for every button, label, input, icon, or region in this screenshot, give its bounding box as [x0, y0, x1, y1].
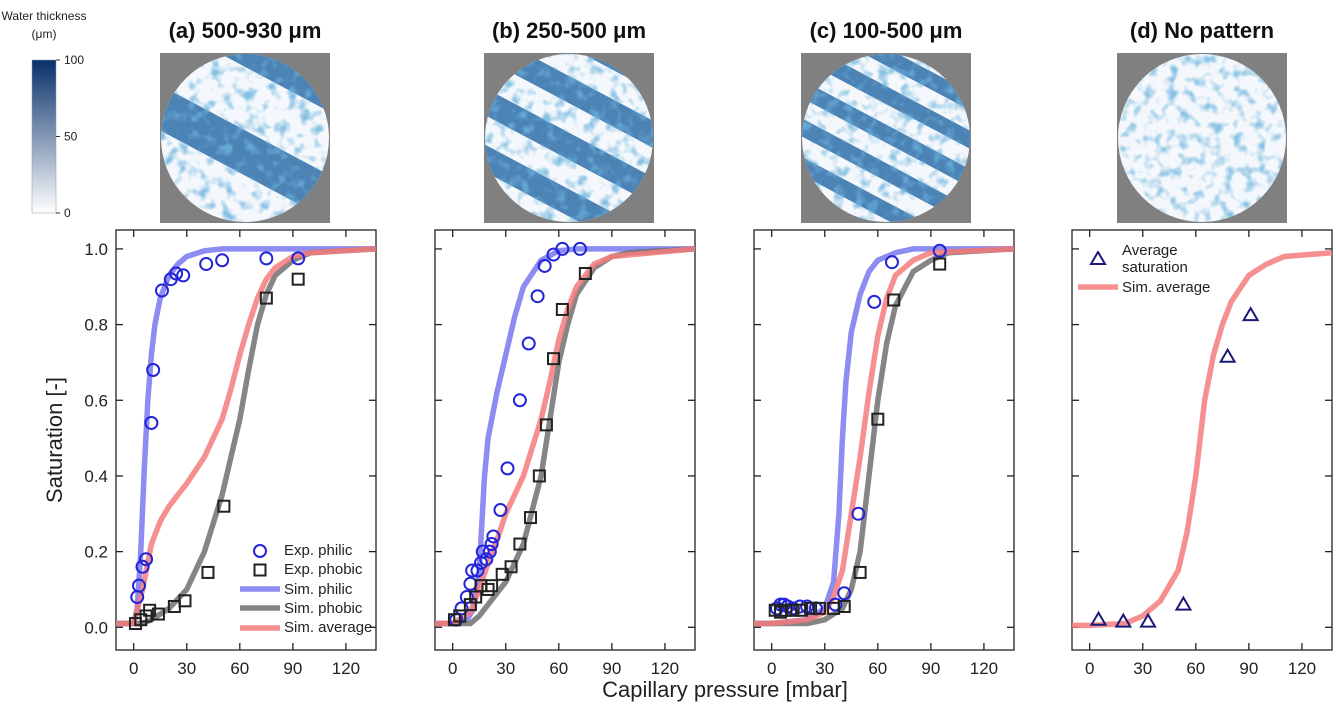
y-tick-label: 1.0: [84, 240, 108, 259]
marker: [216, 254, 228, 266]
sim-line: [435, 249, 695, 624]
marker: [523, 338, 535, 350]
y-tick-label: 0.0: [84, 618, 108, 637]
legend-label: Sim. average: [284, 619, 372, 636]
x-tick-label: 90: [602, 659, 621, 678]
colorbar-tick-label: 50: [64, 130, 78, 144]
marker: [483, 584, 494, 595]
legend: Exp. philic Exp. phobic Sim. philic Sim. ph…: [240, 540, 372, 638]
colorbar-unit: (μm): [32, 27, 57, 41]
legend-swatch: [1078, 251, 1118, 267]
legend-label: Sim. average: [1122, 279, 1210, 296]
marker: [486, 580, 497, 591]
legend-swatch: [240, 562, 280, 578]
marker: [532, 290, 544, 302]
legend-item: Sim. average: [240, 619, 372, 636]
y-tick-label: 0.2: [84, 543, 108, 562]
x-tick-label: 0: [448, 659, 457, 678]
chart: Capillary pressure [mbar] Saturation [-]…: [0, 0, 1336, 713]
marker: [1221, 350, 1235, 362]
x-tick-label: 90: [921, 659, 940, 678]
legend-label: Sim. philic: [284, 581, 352, 598]
legend-item: Exp. philic: [240, 542, 372, 559]
x-tick-label: 90: [283, 659, 302, 678]
marker: [202, 567, 213, 578]
y-tick-label: 0.4: [84, 467, 108, 486]
x-tick-label: 30: [177, 659, 196, 678]
x-tick-label: 120: [651, 659, 679, 678]
panel-title: (b) 250-500 μm: [492, 18, 646, 43]
legend: Average saturation Sim. average: [1078, 240, 1227, 298]
x-tick-label: 0: [1085, 659, 1094, 678]
plot-frame: [754, 230, 1014, 650]
legend-item: Exp. phobic: [240, 561, 372, 578]
y-axis-label: Saturation [-]: [42, 377, 67, 503]
marker: [200, 258, 212, 270]
x-tick-label: 120: [970, 659, 998, 678]
sim-line: [435, 249, 695, 624]
x-tick-label: 120: [332, 659, 360, 678]
marker: [1091, 252, 1105, 264]
marker: [514, 394, 526, 406]
y-tick-label: 0.8: [84, 316, 108, 335]
colorbar-tick-label: 100: [64, 53, 84, 67]
colorbar-tick-label: 0: [64, 206, 71, 220]
plot-frame: [435, 230, 695, 650]
sim-line: [1072, 253, 1332, 626]
x-tick-label: 0: [767, 659, 776, 678]
legend-item: Sim. average: [1078, 279, 1227, 296]
marker: [868, 296, 880, 308]
y-tick-label: 0.6: [84, 391, 108, 410]
legend-item: Average saturation: [1078, 242, 1227, 277]
legend-label: Exp. phobic: [284, 561, 362, 578]
x-axis-label: Capillary pressure [mbar]: [602, 677, 848, 702]
colorbar-title: Water thickness: [2, 9, 87, 23]
x-tick-label: 0: [129, 659, 138, 678]
x-tick-label: 120: [1288, 659, 1316, 678]
legend-swatch: [240, 543, 280, 559]
legend-item: Sim. phobic: [240, 600, 372, 617]
x-tick-label: 60: [230, 659, 249, 678]
figure: Capillary pressure [mbar] Saturation [-]…: [0, 0, 1336, 713]
x-tick-label: 60: [868, 659, 887, 678]
colorbar: [32, 60, 56, 213]
marker: [260, 252, 272, 264]
panel-title: (c) 100-500 μm: [810, 18, 963, 43]
legend-label: Average saturation: [1122, 242, 1227, 277]
panel-title: (d) No pattern: [1130, 18, 1274, 43]
legend-swatch: [240, 600, 280, 616]
x-tick-label: 30: [496, 659, 515, 678]
x-tick-label: 60: [1186, 659, 1205, 678]
marker: [255, 564, 266, 575]
sim-line: [435, 249, 695, 624]
x-tick-label: 60: [549, 659, 568, 678]
marker: [1244, 308, 1258, 320]
marker: [886, 256, 898, 268]
legend-swatch: [240, 620, 280, 636]
marker: [502, 462, 514, 474]
marker: [1176, 598, 1190, 610]
legend-swatch: [240, 581, 280, 597]
x-tick-label: 30: [815, 659, 834, 678]
panel-title: (a) 500-930 μm: [169, 18, 322, 43]
legend-label: Exp. philic: [284, 542, 352, 559]
legend-label: Sim. phobic: [284, 600, 362, 617]
legend-swatch: [1078, 279, 1118, 295]
legend-item: Sim. philic: [240, 581, 372, 598]
sim-line: [754, 249, 1014, 624]
marker: [177, 269, 189, 281]
x-tick-label: 90: [1239, 659, 1258, 678]
marker: [254, 545, 266, 557]
marker: [293, 274, 304, 285]
x-tick-label: 30: [1133, 659, 1152, 678]
